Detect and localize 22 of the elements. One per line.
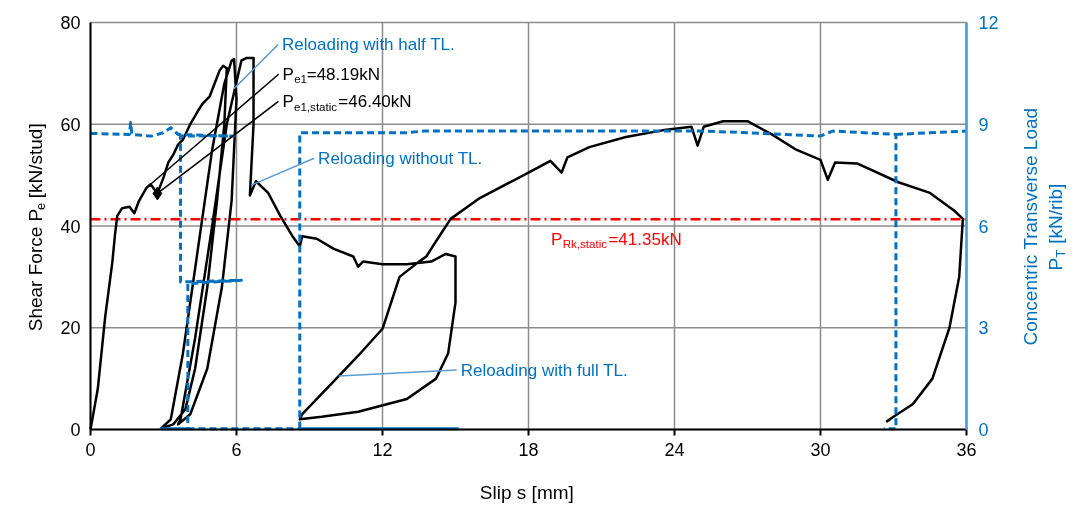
y2-tick-label: 0	[978, 420, 989, 440]
x-tick-label: 12	[372, 440, 393, 460]
y2-tick-label: 12	[978, 13, 999, 33]
x-tick-label: 6	[231, 440, 242, 460]
x-axis-title: Slip s [mm]	[479, 482, 574, 503]
x-tick-label: 18	[518, 440, 539, 460]
y2-tick-label: 6	[978, 216, 989, 237]
y-tick-label: 0	[70, 420, 81, 440]
y2-tick-label: 3	[978, 318, 989, 339]
y-tick-label: 60	[60, 114, 81, 135]
annotation: Reloading with half TL.	[282, 35, 455, 55]
y-axis-title: Shear Force Pe [kN/stud]	[25, 123, 49, 332]
y-tick-label: 80	[60, 13, 81, 33]
x-tick-label: 24	[664, 440, 685, 460]
y-tick-label: 20	[60, 318, 81, 339]
x-tick-label: 30	[810, 440, 831, 460]
x-tick-label: 0	[85, 440, 96, 460]
annotation: Reloading with full TL.	[460, 360, 628, 380]
x-tick-label: 36	[956, 440, 977, 460]
annotation: Reloading without TL.	[318, 148, 483, 168]
y2-tick-label: 9	[978, 114, 989, 135]
y-tick-label: 40	[60, 216, 81, 237]
